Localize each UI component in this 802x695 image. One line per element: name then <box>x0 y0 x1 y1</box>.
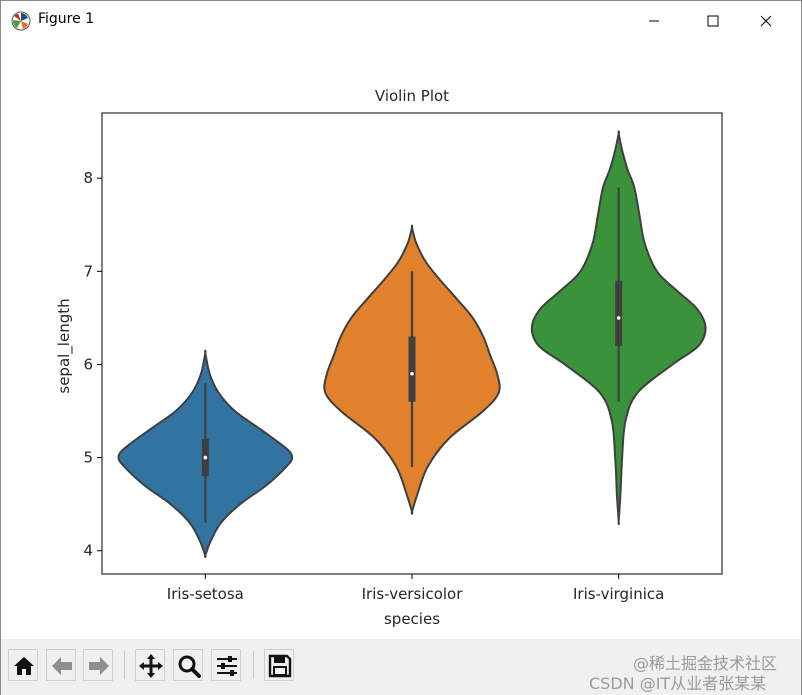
y-axis-label: sepal_length <box>55 298 74 393</box>
navigation-toolbar <box>1 639 801 695</box>
window-title: Figure 1 <box>38 11 95 27</box>
y-tick-label: 5 <box>83 449 93 467</box>
close-icon <box>760 15 772 27</box>
watermark-line-1: @稀土掘金技术社区 <box>633 654 778 673</box>
configure-subplots-button[interactable] <box>211 649 241 681</box>
back-icon <box>52 657 72 675</box>
pan-button[interactable] <box>135 649 165 681</box>
y-ticks: 4 5 6 7 8 <box>83 169 102 560</box>
toolbar-separator <box>253 651 254 679</box>
x-tick-label: Iris-versicolor <box>362 585 464 603</box>
y-tick-label: 7 <box>83 262 93 280</box>
chart-title: Violin Plot <box>375 87 449 105</box>
minimize-button[interactable] <box>631 1 677 40</box>
x-ticks: Iris-setosa Iris-versicolor Iris-virginica <box>167 574 664 603</box>
back-button[interactable] <box>46 649 76 681</box>
zoom-button[interactable] <box>173 649 203 681</box>
y-tick-label: 4 <box>83 542 93 560</box>
median-point-iris-setosa <box>203 455 208 460</box>
save-icon <box>268 654 292 678</box>
matplotlib-icon <box>11 11 31 31</box>
forward-icon <box>89 657 109 675</box>
x-tick-label: Iris-setosa <box>167 585 244 603</box>
y-tick-label: 8 <box>83 169 93 187</box>
violin-chart: Violin Plot 4 5 6 7 8 Iris-setosa Iris-versic… <box>55 87 723 628</box>
y-tick-label: 6 <box>83 355 93 373</box>
median-point-iris-versicolor <box>410 371 414 376</box>
home-button[interactable] <box>8 649 38 681</box>
configure-subplots-icon <box>217 656 237 676</box>
median-point-iris-virginica <box>616 316 621 320</box>
zoom-icon <box>178 655 201 678</box>
iqr-box-iris-versicolor <box>408 336 416 402</box>
save-button[interactable] <box>264 649 294 681</box>
figure-canvas[interactable]: Violin Plot 4 5 6 7 8 Iris-setosa Iris-versic… <box>1 40 801 639</box>
minimize-icon <box>649 20 659 22</box>
home-icon <box>14 657 34 675</box>
close-button[interactable] <box>743 1 789 40</box>
iqr-box-iris-virginica <box>615 280 623 346</box>
watermark: @稀土掘金技术社区 CSDN @IT从业者张某某 <box>589 654 777 694</box>
watermark-line-2: CSDN @IT从业者张某某 <box>589 674 767 693</box>
violins-layer <box>117 130 707 559</box>
maximize-icon <box>707 15 719 27</box>
forward-button[interactable] <box>83 649 113 681</box>
x-axis-label: species <box>384 610 440 628</box>
toolbar-separator <box>124 651 125 679</box>
x-tick-label: Iris-virginica <box>573 585 664 603</box>
pan-icon <box>139 654 163 678</box>
title-bar[interactable]: Figure 1 <box>1 1 801 40</box>
maximize-button[interactable] <box>690 1 736 40</box>
